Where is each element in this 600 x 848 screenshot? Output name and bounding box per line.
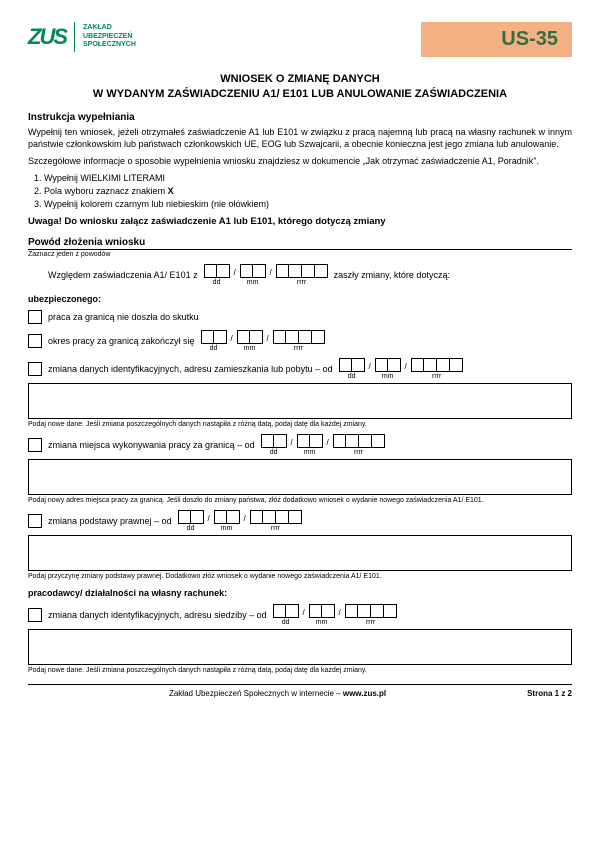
- org-name: ZAKŁAD UBEZPIECZEŃ SPOŁECZNYCH: [83, 24, 136, 49]
- logo-divider: [74, 22, 75, 52]
- checkbox[interactable]: [28, 334, 42, 348]
- checkbox-label: zmiana danych identyfikacyjnych, adresu …: [48, 364, 333, 374]
- instruction-heading: Instrukcja wypełniania: [28, 112, 572, 123]
- org-line: SPOŁECZNYCH: [83, 41, 136, 49]
- reason-sub: Zaznacz jeden z powodów: [28, 251, 572, 258]
- title: WNIOSEK O ZMIANĘ DANYCH: [28, 73, 572, 85]
- footer: Zakład Ubezpieczeń Społecznych w interne…: [28, 684, 572, 698]
- paragraph: Wypełnij ten wniosek, jeżeli otrzymałeś …: [28, 126, 572, 150]
- row-cert-date: Względem zaświadczenia A1/ E101 z ddmmrr…: [48, 264, 572, 286]
- footer-center: Zakład Ubezpieczeń Społecznych w interne…: [28, 689, 527, 698]
- org-line: ZAKŁAD: [83, 24, 136, 32]
- subtitle: W WYDANYM ZAŚWIADCZENIU A1/ E101 LUB ANU…: [28, 88, 572, 100]
- date-input[interactable]: ddmmrrrr: [261, 434, 385, 456]
- logo-block: ZUS ZAKŁAD UBEZPIECZEŃ SPOŁECZNYCH: [28, 22, 136, 52]
- checkbox[interactable]: [28, 438, 42, 452]
- checkbox-row: zmiana danych identyfikacyjnych, adresu …: [28, 358, 572, 380]
- org-line: UBEZPIECZEŃ: [83, 33, 136, 41]
- checkbox[interactable]: [28, 608, 42, 622]
- warning: Uwaga! Do wniosku załącz zaświadczenie A…: [28, 216, 572, 227]
- checkbox-row: zmiana miejsca wykonywania pracy za gran…: [28, 434, 572, 456]
- label: Względem zaświadczenia A1/ E101 z: [48, 270, 198, 280]
- caption: Podaj nowe dane. Jeśli zmiana poszczegól…: [28, 421, 572, 428]
- date-input[interactable]: ddmmrrrr: [178, 510, 302, 532]
- instruction-list: 1. Wypełnij WIELKIMI LITERAMI 2. Pola wy…: [34, 172, 572, 210]
- paragraph: Szczegółowe informacje o sposobie wypełn…: [28, 155, 572, 167]
- checkbox-row: okres pracy za granicą zakończył się ddm…: [28, 330, 572, 352]
- caption: Podaj nowy adres miejsca pracy za granic…: [28, 497, 572, 504]
- employer-heading: pracodawcy/ działalności na własny rachu…: [28, 588, 572, 598]
- text-input-box[interactable]: [28, 383, 572, 419]
- list-item: 1. Wypełnij WIELKIMI LITERAMI: [34, 172, 572, 185]
- form-code: US-35: [501, 28, 558, 51]
- label: zaszły zmiany, które dotyczą:: [334, 270, 450, 280]
- caption: Podaj przyczynę zmiany podstawy prawnej.…: [28, 573, 572, 580]
- logo-text: ZUS: [28, 24, 66, 50]
- text-input-box[interactable]: [28, 535, 572, 571]
- header: ZUS ZAKŁAD UBEZPIECZEŃ SPOŁECZNYCH US-35: [28, 22, 572, 57]
- date-input[interactable]: ddmmrrrr: [201, 330, 325, 352]
- insured-heading: ubezpieczonego:: [28, 294, 572, 304]
- checkbox-label: zmiana miejsca wykonywania pracy za gran…: [48, 440, 255, 450]
- list-item: 2. Pola wyboru zaznacz znakiem X: [34, 185, 572, 198]
- checkbox-label: zmiana podstawy prawnej – od: [48, 516, 172, 526]
- date-input[interactable]: ddmmrrrr: [204, 264, 328, 286]
- page-number: Strona 1 z 2: [527, 689, 572, 698]
- checkbox[interactable]: [28, 362, 42, 376]
- checkbox-label: praca za granicą nie doszła do skutku: [48, 312, 199, 322]
- checkbox-label: zmiana danych identyfikacyjnych, adresu …: [48, 610, 267, 620]
- checkbox-row: zmiana danych identyfikacyjnych, adresu …: [28, 604, 572, 626]
- checkbox-row: zmiana podstawy prawnej – od ddmmrrrr: [28, 510, 572, 532]
- text-input-box[interactable]: [28, 459, 572, 495]
- checkbox-label: okres pracy za granicą zakończył się: [48, 336, 195, 346]
- checkbox[interactable]: [28, 514, 42, 528]
- date-input[interactable]: ddmmrrrr: [339, 358, 463, 380]
- date-input[interactable]: ddmmrrrr: [273, 604, 397, 626]
- checkbox-row: praca za granicą nie doszła do skutku: [28, 310, 572, 324]
- list-item: 3. Wypełnij kolorem czarnym lub niebiesk…: [34, 198, 572, 211]
- form-code-box: US-35: [421, 22, 572, 57]
- text-input-box[interactable]: [28, 629, 572, 665]
- page: ZUS ZAKŁAD UBEZPIECZEŃ SPOŁECZNYCH US-35…: [0, 0, 600, 716]
- reason-heading: Powód złożenia wniosku: [28, 237, 572, 250]
- caption: Podaj nowe dane. Jeśli zmiana poszczegól…: [28, 667, 572, 674]
- checkbox[interactable]: [28, 310, 42, 324]
